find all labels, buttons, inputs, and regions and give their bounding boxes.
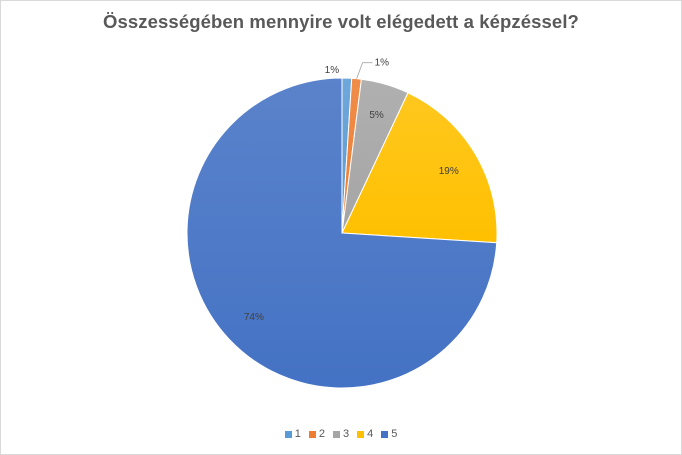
chart-title: Összességében mennyire volt elégedett a … <box>103 11 579 32</box>
legend-item-2: 2 <box>308 428 325 440</box>
data-label-2: 1% <box>375 58 390 69</box>
legend-swatch-1 <box>284 430 292 438</box>
data-label-1: 1% <box>325 65 340 76</box>
legend-swatch-3 <box>332 430 340 438</box>
legend-item-5: 5 <box>381 428 397 440</box>
legend-item-4: 4 <box>357 428 373 440</box>
legend-swatch-4 <box>357 430 365 438</box>
chart-legend: 1 2 3 4 5 <box>1 428 681 440</box>
legend-label-5: 5 <box>391 428 398 440</box>
legend-label-1: 1 <box>294 428 301 440</box>
legend-swatch-2 <box>308 430 316 438</box>
data-label-5: 74% <box>244 312 264 323</box>
leader-line-2 <box>356 62 373 79</box>
legend-item-3: 3 <box>332 428 350 440</box>
legend-label-2: 2 <box>318 428 325 440</box>
legend-item-1: 1 <box>284 428 301 440</box>
legend-swatch-5 <box>381 430 389 438</box>
legend-label-3: 3 <box>342 428 350 440</box>
data-label-3: 5% <box>369 110 384 121</box>
data-label-4: 19% <box>439 166 459 177</box>
pie-slice-4 <box>341 92 498 244</box>
legend-label-4: 4 <box>367 428 374 440</box>
pie-slice-5 <box>186 77 498 389</box>
